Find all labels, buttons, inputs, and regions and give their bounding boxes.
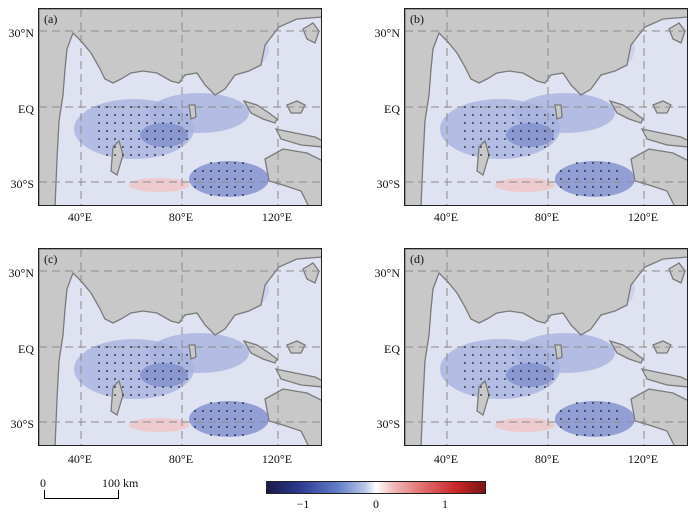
lon-label-120e: 120°E <box>627 452 659 466</box>
lat-label-30n: 30°N <box>8 26 34 40</box>
scale-bar-end-label: 100 km <box>102 476 139 490</box>
anomaly-region <box>129 178 189 192</box>
land-mass <box>640 368 687 388</box>
indian-ocean-map <box>39 249 321 445</box>
land-mass <box>630 148 687 205</box>
land-mass <box>110 379 124 417</box>
lon-label-40e: 40°E <box>433 452 459 466</box>
colorbar-tick-zero: 0 <box>373 497 379 511</box>
lat-label-eq: EQ <box>18 342 34 356</box>
map-panel-a: (a) <box>38 8 322 206</box>
colorbar-tick-one: 1 <box>442 497 448 511</box>
anomaly-region <box>506 123 554 147</box>
land-mass <box>286 100 306 114</box>
land-mass <box>274 368 321 388</box>
lat-label-30n: 30°N <box>374 266 400 280</box>
significance-dots <box>98 346 252 436</box>
land-mass <box>652 340 672 354</box>
anomaly-region <box>515 333 615 373</box>
lon-label-80e: 80°E <box>168 452 194 466</box>
panel-label: (b) <box>410 12 424 26</box>
lon-label-40e: 40°E <box>433 210 459 224</box>
lon-label-40e: 40°E <box>67 210 93 224</box>
lat-label-30s: 30°S <box>10 417 34 431</box>
land-mass <box>476 139 490 177</box>
panel-label: (d) <box>410 252 424 266</box>
lon-label-80e: 80°E <box>534 452 560 466</box>
land-mass <box>188 344 197 360</box>
land-mass <box>630 388 687 445</box>
anomaly-region <box>506 363 554 387</box>
land-mass <box>39 249 321 445</box>
indian-ocean-map <box>405 249 687 445</box>
anomaly-region <box>555 161 635 197</box>
significance-dots <box>98 106 252 196</box>
land-mass <box>668 262 686 284</box>
land-mass <box>405 9 687 205</box>
lon-label-120e: 120°E <box>261 210 293 224</box>
anomaly-region <box>149 93 249 133</box>
land-mass <box>554 344 563 360</box>
land-mass <box>652 100 672 114</box>
lat-label-30s: 30°S <box>376 177 400 191</box>
land-mass <box>264 388 321 445</box>
lon-label-80e: 80°E <box>168 210 194 224</box>
land-mass <box>39 9 321 205</box>
lon-label-120e: 120°E <box>627 210 659 224</box>
lat-label-eq: EQ <box>18 102 34 116</box>
land-mass <box>640 128 687 148</box>
land-mass <box>302 262 320 284</box>
map-panel-d: (d) <box>404 248 688 446</box>
lon-label-40e: 40°E <box>67 452 93 466</box>
land-mass <box>405 249 687 445</box>
land-mass <box>274 128 321 148</box>
lat-label-30s: 30°S <box>376 417 400 431</box>
anomaly-region <box>129 418 189 432</box>
colorbar <box>266 481 486 494</box>
map-panel-b: (b) <box>404 8 688 206</box>
land-mass <box>188 104 197 120</box>
land-mass <box>110 139 124 177</box>
panel-label: (a) <box>44 12 58 26</box>
anomaly-region <box>149 333 249 373</box>
land-mass <box>286 340 306 354</box>
lat-label-eq: EQ <box>384 342 400 356</box>
anomaly-region <box>495 178 555 192</box>
anomaly-region <box>515 93 615 133</box>
lat-label-30s: 30°S <box>10 177 34 191</box>
anomaly-region <box>140 363 188 387</box>
scale-bar: 0 100 km <box>40 476 254 506</box>
panel-label: (c) <box>44 252 58 266</box>
lat-label-30n: 30°N <box>8 266 34 280</box>
land-mass <box>264 148 321 205</box>
colorbar-tick-minus-one: −1 <box>296 497 310 511</box>
anomaly-region <box>555 401 635 437</box>
lat-label-eq: EQ <box>384 102 400 116</box>
scale-bar-line <box>44 490 119 499</box>
anomaly-region <box>495 418 555 432</box>
map-panel-c: (c) <box>38 248 322 446</box>
significance-dots <box>464 346 618 436</box>
significance-dots <box>464 106 618 196</box>
indian-ocean-map <box>39 9 321 205</box>
indian-ocean-map <box>405 9 687 205</box>
land-mass <box>476 379 490 417</box>
lon-label-80e: 80°E <box>534 210 560 224</box>
anomaly-region <box>140 123 188 147</box>
land-mass <box>302 22 320 44</box>
anomaly-region <box>189 161 269 197</box>
anomaly-region <box>189 401 269 437</box>
land-mass <box>554 104 563 120</box>
land-mass <box>668 22 686 44</box>
lon-label-120e: 120°E <box>261 452 293 466</box>
lat-label-30n: 30°N <box>374 26 400 40</box>
scale-bar-start-label: 0 <box>40 476 46 490</box>
